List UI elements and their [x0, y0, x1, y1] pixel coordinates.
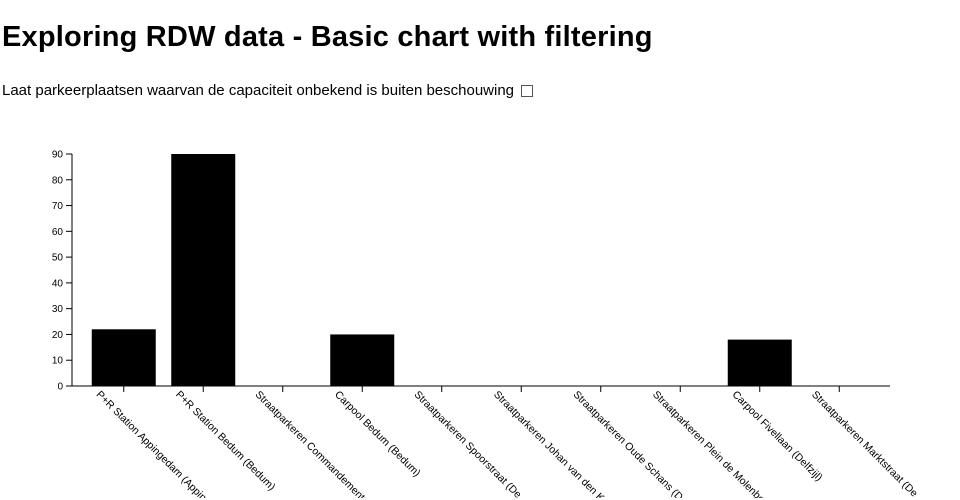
y-tick-label: 80 [52, 175, 64, 186]
y-tick-label: 10 [52, 356, 64, 367]
y-tick-label: 90 [52, 149, 64, 160]
x-tick-label: Straatparkeren Marktstraat (De [809, 388, 920, 497]
y-tick-label: 40 [52, 278, 64, 289]
y-tick-label: 30 [52, 304, 64, 315]
page: Exploring RDW data - Basic chart with fi… [0, 20, 960, 500]
y-tick-label: 50 [52, 252, 64, 263]
bar [171, 153, 236, 386]
bar [91, 329, 156, 386]
y-tick-label: 20 [52, 330, 64, 341]
filter-checkbox[interactable] [521, 84, 534, 97]
x-tick-label: Carpool Fivellaan (Delfzijl) [730, 388, 825, 483]
filter-label: Laat parkeerplaatsen waarvan de capacite… [2, 81, 515, 99]
x-tick-label: Carpool Bedum (Bedum) [332, 388, 423, 479]
page-title: Exploring RDW data - Basic chart with fi… [2, 21, 653, 53]
bar [727, 339, 792, 386]
y-tick-label: 0 [57, 381, 63, 392]
bar [330, 334, 395, 386]
y-tick-label: 60 [52, 227, 64, 238]
y-tick-label: 70 [52, 201, 64, 212]
filter-row: Laat parkeerplaatsen waarvan de capacite… [2, 81, 960, 101]
bar-chart: 0 10 20 30 40 50 60 70 80 90 P+R Station Appingeda… [0, 146, 960, 500]
